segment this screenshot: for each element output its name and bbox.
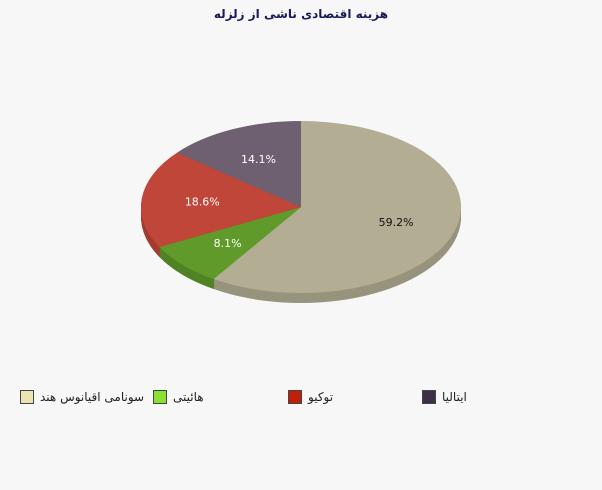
slice-label: 8.1% [214, 237, 242, 250]
legend-label: هائیتی [173, 390, 204, 404]
legend-item-tokyo: توکیو [288, 388, 333, 406]
legend-swatch [288, 390, 302, 404]
legend-label: توکیو [308, 390, 334, 404]
legend-label: ایتالیا [442, 390, 467, 404]
legend-item-italy: ایتالیا [422, 388, 467, 406]
legend-item-haiti: هائیتی [153, 388, 204, 406]
slice-label: 14.1% [241, 153, 276, 166]
slice-label: 18.6% [185, 196, 220, 209]
chart-title: هزینه اقتصادی ناشی از زلزله [213, 7, 389, 21]
pie-slice [177, 121, 301, 207]
legend-swatch [20, 390, 34, 404]
pie-slice [213, 121, 461, 293]
pie-slice [141, 152, 301, 248]
legend-swatch [153, 390, 167, 404]
slice-label: 59.2% [379, 216, 414, 229]
legend-swatch [422, 390, 436, 404]
legend-label: سونامی اقیانوس هند [40, 390, 145, 404]
legend-item-tsunami: سونامی اقیانوس هند [20, 388, 144, 406]
pie-slice [159, 207, 301, 280]
